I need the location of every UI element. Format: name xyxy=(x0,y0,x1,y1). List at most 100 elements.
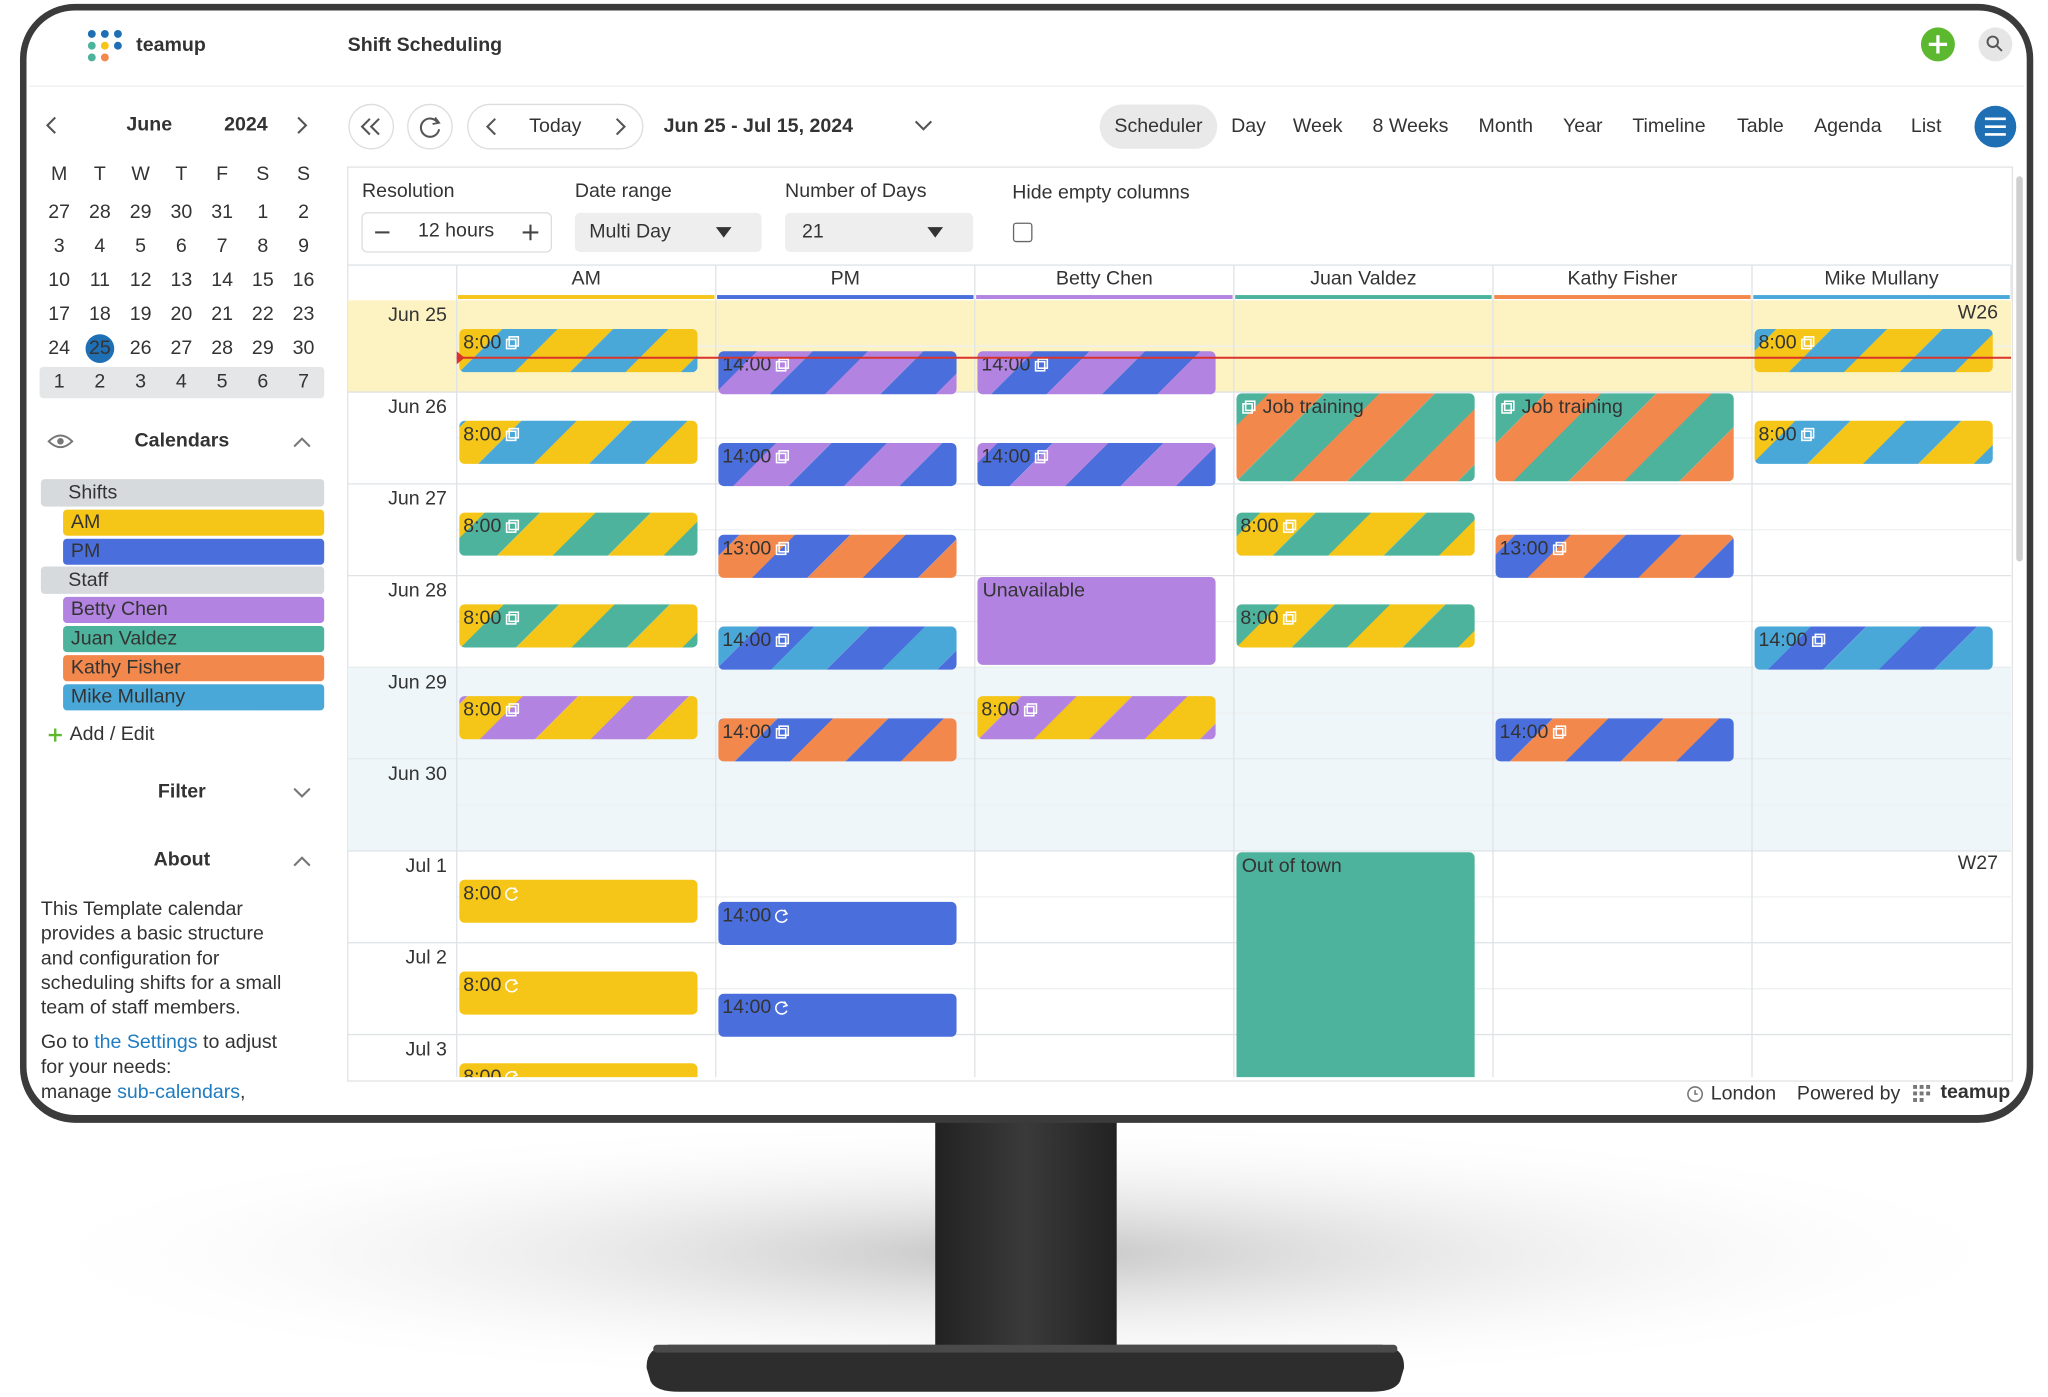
mini-day[interactable]: 21 xyxy=(211,303,233,325)
mini-month[interactable]: June xyxy=(126,114,172,136)
about-title[interactable]: About xyxy=(154,849,211,871)
mini-year[interactable]: 2024 xyxy=(224,114,268,136)
mini-day[interactable]: 6 xyxy=(176,235,187,257)
calendar-name[interactable]: Betty Chen xyxy=(71,598,168,620)
calendar-chip[interactable] xyxy=(63,509,325,536)
mini-day[interactable]: 5 xyxy=(217,371,228,393)
mini-day[interactable]: 13 xyxy=(170,269,192,291)
days-select[interactable] xyxy=(785,212,974,252)
event[interactable]: 14:00 xyxy=(718,901,957,945)
date-range[interactable]: Jun 25 - Jul 15, 2024 xyxy=(664,115,853,137)
event[interactable]: Job training xyxy=(1236,393,1475,482)
mini-day[interactable]: 31 xyxy=(211,201,233,223)
mini-day[interactable]: 2 xyxy=(298,201,309,223)
mini-day[interactable]: 15 xyxy=(252,269,274,291)
event[interactable]: Unavailable xyxy=(977,576,1216,665)
group-name[interactable]: Staff xyxy=(68,569,108,591)
event[interactable]: 8:00 xyxy=(1754,329,1993,373)
event[interactable]: 8:00 xyxy=(459,512,698,556)
refresh-button[interactable] xyxy=(407,103,453,150)
mini-day[interactable]: 20 xyxy=(170,303,192,325)
event[interactable]: Job training xyxy=(1495,393,1734,482)
mini-day[interactable]: 9 xyxy=(298,235,309,257)
expand-filter[interactable] xyxy=(293,787,311,798)
calendar-name[interactable]: Juan Valdez xyxy=(71,627,177,649)
mini-day[interactable]: 11 xyxy=(90,269,110,291)
view-tab[interactable]: Table xyxy=(1737,115,1784,137)
mini-day[interactable]: 8 xyxy=(257,235,268,257)
event[interactable]: 13:00 xyxy=(718,534,957,578)
prev-month[interactable] xyxy=(45,116,56,134)
event[interactable]: 14:00 xyxy=(977,351,1216,395)
mini-day[interactable]: 30 xyxy=(170,201,192,223)
mini-day[interactable]: 30 xyxy=(293,337,315,359)
add-button[interactable] xyxy=(1920,27,1955,62)
event[interactable]: 14:00 xyxy=(718,626,957,670)
mini-day[interactable]: 4 xyxy=(94,235,105,257)
collapse-about[interactable] xyxy=(293,856,311,867)
view-tab[interactable]: Timeline xyxy=(1632,115,1705,137)
mini-day[interactable]: 1 xyxy=(257,201,268,223)
calendar-chip[interactable] xyxy=(63,538,325,565)
mini-day[interactable]: 27 xyxy=(48,201,70,223)
calendar-chip[interactable] xyxy=(63,684,325,711)
mini-day[interactable]: 16 xyxy=(293,269,315,291)
filter-title[interactable]: Filter xyxy=(158,781,206,803)
view-tab[interactable]: Agenda xyxy=(1814,115,1882,137)
mini-day[interactable]: 6 xyxy=(257,371,268,393)
hide-empty-checkbox[interactable] xyxy=(1012,222,1033,243)
event[interactable]: 8:00 xyxy=(459,329,698,373)
today-button[interactable]: Today xyxy=(529,115,581,137)
scrollbar[interactable] xyxy=(2016,176,2023,562)
event[interactable]: 14:00 xyxy=(1495,718,1734,762)
event[interactable]: 8:00 xyxy=(459,1063,698,1106)
date-range-select[interactable] xyxy=(574,212,762,252)
view-tab[interactable]: List xyxy=(1911,115,1942,137)
mini-day[interactable]: 7 xyxy=(217,235,228,257)
view-tab[interactable]: Day xyxy=(1231,115,1266,137)
calendar-name[interactable]: AM xyxy=(71,511,100,533)
event[interactable]: 14:00 xyxy=(718,442,957,487)
mini-day[interactable]: 27 xyxy=(170,337,192,359)
mini-day[interactable]: 2 xyxy=(94,371,105,393)
next-month[interactable] xyxy=(297,116,308,134)
calendar-name[interactable]: Mike Mullany xyxy=(71,685,185,707)
calendar-name[interactable]: Kathy Fisher xyxy=(71,656,181,678)
timezone-link[interactable]: London xyxy=(1711,1082,1776,1104)
group-name[interactable]: Shifts xyxy=(68,482,117,504)
mini-day[interactable]: 22 xyxy=(252,303,274,325)
calendar-chip[interactable] xyxy=(63,596,325,624)
event[interactable]: 14:00 xyxy=(718,993,957,1037)
event[interactable]: 8:00 xyxy=(1236,604,1475,648)
mini-day[interactable]: 3 xyxy=(54,235,65,257)
mini-day[interactable]: 24 xyxy=(48,337,70,359)
mini-day[interactable]: 19 xyxy=(130,303,152,325)
search-button[interactable] xyxy=(1978,27,2013,62)
mini-day[interactable]: 23 xyxy=(293,303,315,325)
settings-link[interactable]: the Settings xyxy=(94,1031,198,1053)
event[interactable]: 13:00 xyxy=(1495,534,1734,578)
event[interactable]: 14:00 xyxy=(977,442,1216,487)
add-edit-link[interactable]: Add / Edit xyxy=(70,723,155,745)
mini-day[interactable]: 29 xyxy=(130,201,152,223)
mini-day[interactable]: 3 xyxy=(135,371,146,393)
eye-icon[interactable] xyxy=(47,434,74,449)
view-tab[interactable]: Month xyxy=(1479,115,1533,137)
menu-button[interactable] xyxy=(1974,105,2017,148)
mini-day[interactable]: 26 xyxy=(130,337,152,359)
date-range-dropdown[interactable] xyxy=(914,120,933,131)
calendar-chip[interactable] xyxy=(63,626,325,653)
collapse-calendars[interactable] xyxy=(293,437,311,448)
footer-brand[interactable]: teamup xyxy=(1941,1081,2011,1103)
mini-day[interactable]: 25 xyxy=(89,337,111,359)
event[interactable]: 14:00 xyxy=(718,718,957,762)
view-tab[interactable]: Scheduler xyxy=(1114,115,1203,137)
increase-button[interactable] xyxy=(522,224,539,241)
view-tab[interactable]: Week xyxy=(1293,115,1343,137)
event[interactable]: 8:00 xyxy=(1754,420,1993,464)
mini-day[interactable]: 17 xyxy=(48,303,70,325)
mini-day[interactable]: 7 xyxy=(298,371,309,393)
event[interactable]: 14:00 xyxy=(718,351,957,395)
mini-day[interactable]: 5 xyxy=(135,235,146,257)
jump-back-button[interactable] xyxy=(348,103,395,150)
